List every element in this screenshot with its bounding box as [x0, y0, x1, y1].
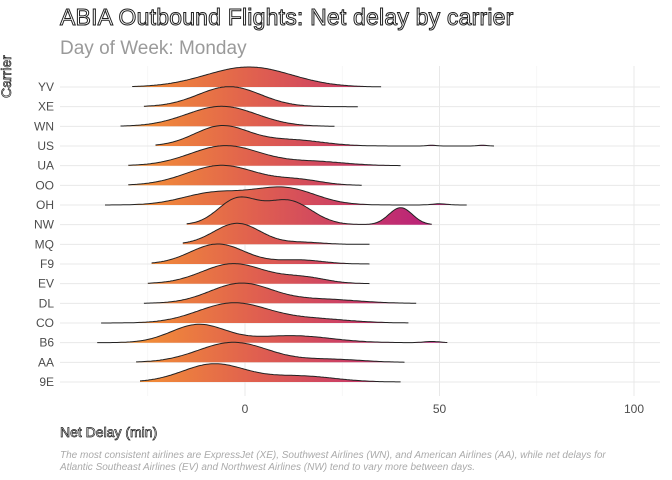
ridge-aa — [136, 341, 405, 363]
ridge-outline — [147, 263, 370, 285]
ridge-xe — [143, 86, 358, 108]
y-tick-label: US — [37, 139, 54, 153]
ridge-9e — [139, 363, 401, 383]
ridge-area — [136, 342, 405, 363]
ridge-outline — [101, 302, 409, 324]
y-tick-label: AA — [38, 355, 54, 369]
y-tick-label: 9E — [39, 375, 54, 389]
ridge-outline — [136, 341, 405, 363]
ridge-outline — [128, 145, 401, 167]
ridge-area — [143, 283, 417, 304]
ridge-outline — [182, 222, 370, 245]
y-tick-label: XE — [38, 100, 54, 114]
y-tick-label: F9 — [40, 257, 54, 271]
chart-title: ABIA Outbound Flights: Net delay by carr… — [59, 4, 514, 31]
grid-lines — [60, 66, 660, 396]
y-tick-label: OO — [35, 178, 54, 192]
ridge-area — [143, 86, 358, 107]
ridge-area — [186, 196, 432, 225]
ridge-outline — [120, 105, 335, 127]
ridge-area — [105, 186, 467, 205]
chart-caption: The most consistent airlines are Express… — [60, 450, 606, 473]
ridge-area — [182, 223, 370, 245]
ridge-co — [101, 302, 409, 324]
ridge-area — [140, 363, 401, 382]
ridge-oh — [105, 186, 467, 206]
ridge-outline — [151, 243, 370, 265]
y-tick-label: CO — [36, 316, 54, 330]
y-tick-label: OH — [36, 198, 54, 212]
ridge-area — [151, 244, 370, 264]
x-tick-label: 100 — [624, 402, 644, 416]
ridge-b6 — [97, 323, 448, 344]
ridge-area — [128, 145, 401, 166]
ridge-outline — [132, 66, 382, 88]
ridge-outline — [143, 282, 417, 304]
ridges — [97, 66, 495, 383]
ridge-mq — [182, 222, 370, 245]
ridge-wn — [120, 105, 335, 127]
x-axis-label: Net Delay (min) — [60, 424, 158, 441]
x-tick-labels: 0 50 100 — [242, 402, 645, 416]
y-tick-label: UA — [37, 159, 54, 173]
ridge-area — [147, 263, 370, 284]
ridge-outline — [105, 186, 467, 206]
ridge-outline — [143, 86, 358, 108]
y-tick-label: B6 — [39, 336, 54, 350]
ridge-area — [132, 67, 382, 87]
ridge-outline — [155, 125, 495, 147]
y-tick-label: NW — [34, 218, 55, 232]
y-tick-labels: YV XE WN US UA OO OH NW MQ F9 EV DL CO B6 AA 9E — [34, 80, 55, 389]
ridge-outline — [139, 363, 401, 383]
ridge-yv — [132, 66, 382, 88]
y-tick-label: DL — [39, 296, 55, 310]
ridge-area — [120, 106, 335, 127]
ridge-ev — [147, 263, 370, 285]
ridge-f9 — [151, 243, 370, 265]
ridge-area — [101, 302, 409, 323]
ridge-outline — [128, 164, 362, 186]
ridge-area — [97, 324, 448, 343]
y-tick-label: YV — [38, 80, 54, 94]
x-tick-label: 0 — [242, 402, 249, 416]
ridge-nw — [186, 196, 432, 225]
ridge-oo — [128, 164, 362, 186]
ridge-us — [155, 125, 495, 147]
y-tick-label: MQ — [35, 237, 54, 251]
chart-subtitle: Day of Week: Monday — [60, 38, 247, 59]
ridge-ua — [128, 145, 401, 167]
y-tick-label: EV — [38, 277, 54, 291]
y-tick-label: WN — [34, 119, 54, 133]
x-tick-label: 50 — [433, 402, 447, 416]
ridge-outline — [97, 323, 448, 344]
ridge-area — [155, 125, 494, 146]
ridge-area — [128, 165, 362, 186]
ridge-dl — [143, 282, 417, 304]
ridge-outline — [186, 196, 432, 225]
